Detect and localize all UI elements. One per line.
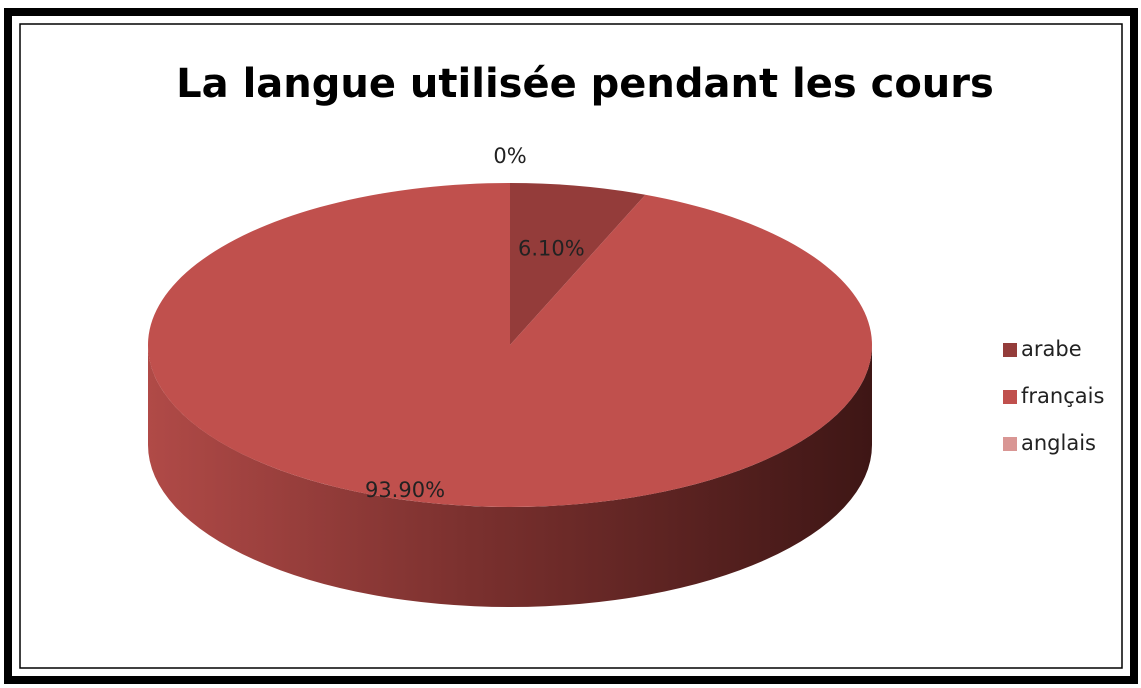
legend-swatch [1003, 390, 1017, 404]
data-label: 0% [493, 144, 526, 168]
legend-label: anglais [1021, 431, 1096, 455]
data-label: 6.10% [518, 237, 585, 261]
pie: 6.10% 93.90% 0% [147, 144, 873, 607]
legend-swatch [1003, 343, 1017, 357]
slice [510, 183, 646, 345]
legend-label: français [1021, 384, 1104, 408]
legend: arabe français anglais [1003, 337, 1104, 455]
inner-frame [19, 23, 1123, 669]
chart-title: La langue utilisée pendant les cours [176, 61, 994, 107]
legend-swatch [1003, 437, 1017, 451]
frame [4, 8, 1138, 684]
slice-side [148, 345, 872, 607]
data-label: 93.90% [365, 478, 445, 502]
legend-label: arabe [1021, 337, 1082, 361]
slice [147, 183, 873, 507]
